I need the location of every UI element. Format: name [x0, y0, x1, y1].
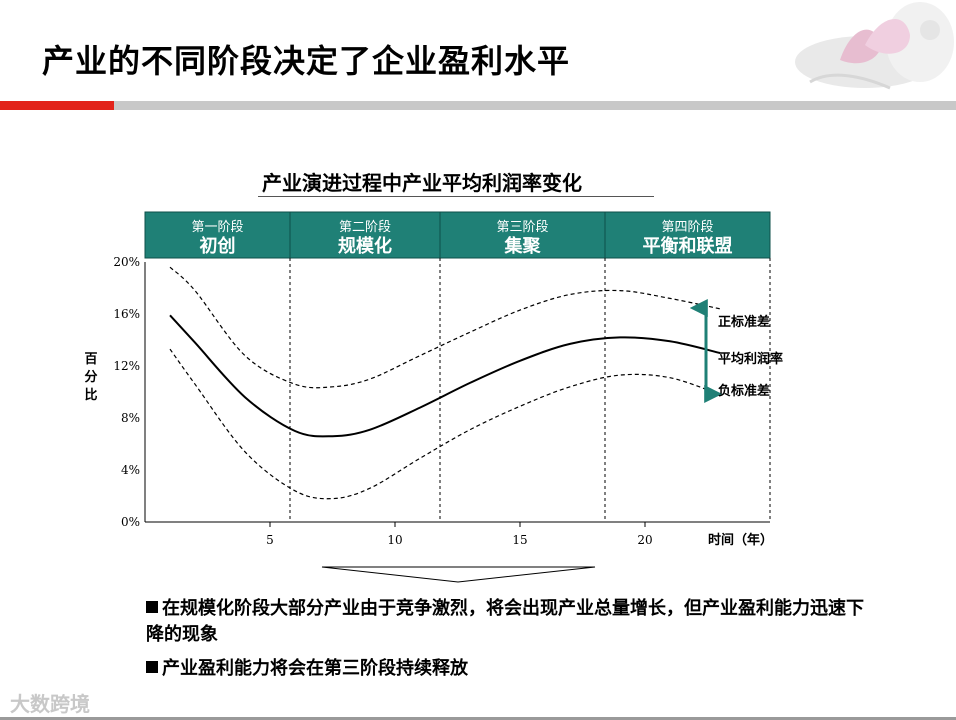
stage-name-label: 规模化 — [338, 235, 392, 257]
x-tick-label: 20 — [637, 533, 652, 547]
series-annotation-label: 正标准差 — [718, 314, 770, 330]
y-tick-label: 16% — [113, 307, 140, 321]
y-axis-label-char: 分 — [84, 369, 97, 385]
y-tick-label: 20% — [113, 255, 140, 269]
stage-band-3 — [439, 211, 606, 259]
bullet-text: 在规模化阶段大部分产业由于竞争激烈，将会出现产业总量增长，但产业盈利能力迅速下降… — [146, 598, 864, 645]
x-tick-label: 10 — [387, 533, 402, 547]
stage-name-label: 集聚 — [504, 235, 542, 257]
y-tick-label: 4% — [121, 463, 140, 477]
x-tick-label: 5 — [266, 533, 274, 547]
bullet-item: 在规模化阶段大部分产业由于竞争激烈，将会出现产业总量增长，但产业盈利能力迅速下降… — [146, 596, 866, 648]
stage-band-2 — [289, 211, 441, 259]
summary-pointer-triangle — [321, 566, 596, 583]
slide-title: 产业的不同阶段决定了企业盈利水平 — [42, 42, 571, 80]
title-rule-red — [0, 101, 114, 110]
stage-name-label: 平衡和联盟 — [643, 235, 733, 257]
y-tick-label: 8% — [121, 411, 140, 425]
watermark-text: 大数跨境 — [10, 692, 90, 716]
lotus-decoration-image — [795, 2, 954, 90]
series-line-1 — [169, 266, 721, 389]
bullet-square-icon — [146, 601, 158, 613]
chart-title-underline — [258, 196, 654, 197]
bottom-rule — [0, 717, 956, 720]
stage-band-4 — [604, 211, 771, 259]
stage-sub-label: 第一阶段 — [191, 220, 243, 235]
title-rule-grey — [114, 101, 956, 110]
series-annotation-label: 平均利润率 — [718, 351, 783, 367]
stage-sub-label: 第三阶段 — [496, 220, 548, 235]
x-axis-label: 时间（年） — [708, 532, 773, 548]
stage-sub-label: 第四阶段 — [661, 220, 713, 235]
series-line-3 — [169, 348, 721, 500]
bullet-text: 产业盈利能力将会在第三阶段持续释放 — [162, 658, 468, 679]
chart-title: 产业演进过程中产业平均利润率变化 — [262, 171, 582, 195]
bullet-item: 产业盈利能力将会在第三阶段持续释放 — [146, 656, 866, 682]
y-axis-label-char: 比 — [84, 387, 97, 403]
series-annotation-label: 负标准差 — [718, 383, 770, 399]
y-axis-label-char: 百 — [84, 352, 97, 367]
bullet-square-icon — [146, 661, 158, 673]
series-line-2 — [169, 314, 721, 438]
stage-name-label: 初创 — [200, 235, 236, 257]
y-tick-label: 12% — [113, 359, 140, 373]
stage-sub-label: 第二阶段 — [339, 220, 391, 235]
bullet-list: 在规模化阶段大部分产业由于竞争激烈，将会出现产业总量增长，但产业盈利能力迅速下降… — [146, 596, 866, 690]
stage-band-1 — [144, 211, 291, 259]
y-tick-label: 0% — [121, 515, 140, 529]
x-tick-label: 15 — [512, 533, 527, 547]
